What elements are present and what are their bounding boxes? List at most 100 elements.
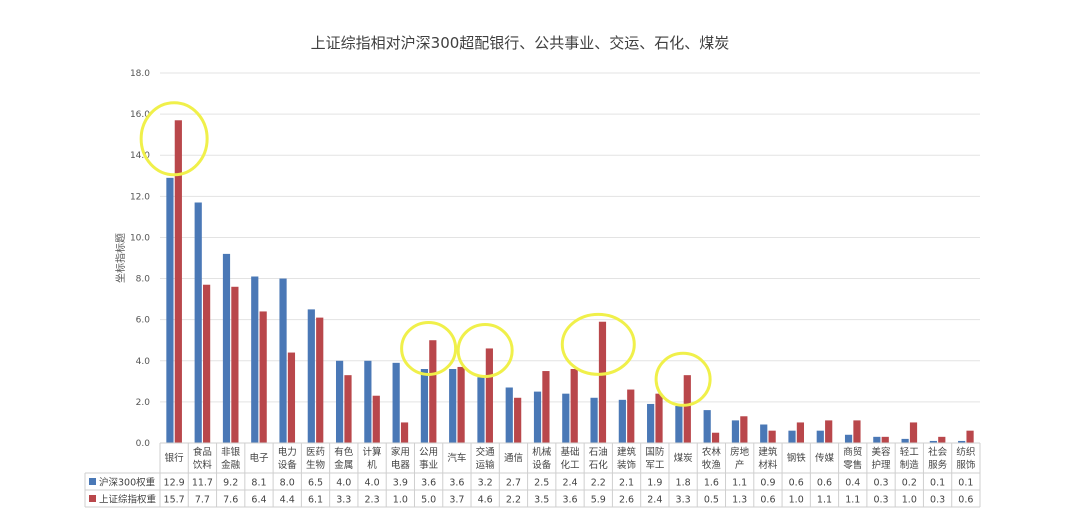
bar [881, 436, 889, 443]
highlight-circles [139, 101, 712, 407]
bar [825, 420, 833, 443]
data-label: 0.5 [704, 495, 719, 506]
bar [457, 366, 465, 443]
bar [816, 430, 824, 443]
data-label: 3.5 [534, 495, 549, 506]
bar [174, 120, 182, 444]
data-label: 0.6 [817, 478, 832, 489]
category-label: 社会 [928, 446, 948, 458]
category-label: 计算 [363, 446, 382, 458]
bar [958, 440, 966, 443]
bar [449, 369, 457, 443]
category-label: 机械 [532, 446, 552, 458]
legend-label: 沪深300权重 [99, 477, 156, 489]
data-label: 2.5 [534, 478, 549, 489]
data-label: 7.6 [223, 495, 238, 506]
bar [364, 360, 372, 443]
data-label: 4.4 [280, 495, 295, 506]
data-label: 12.9 [164, 478, 185, 489]
data-label: 2.6 [619, 495, 634, 506]
data-label: 2.4 [562, 478, 577, 489]
data-label: 4.6 [478, 495, 493, 506]
category-label: 事业 [419, 459, 438, 471]
category-label: 美容 [872, 446, 892, 458]
highlight-circle [139, 101, 209, 177]
data-label: 3.7 [449, 495, 464, 506]
data-label: 3.6 [562, 495, 577, 506]
bar [873, 436, 881, 443]
bar [598, 321, 607, 443]
data-label: 4.0 [365, 478, 380, 489]
legend-swatch [89, 495, 96, 502]
category-label: 产 [735, 459, 745, 471]
data-label: 1.1 [845, 495, 860, 506]
data-label: 1.1 [817, 495, 832, 506]
category-label: 国防 [645, 446, 665, 458]
bar [505, 387, 513, 443]
highlight-circle [560, 312, 636, 376]
bar [287, 352, 296, 443]
highlight-circle [456, 323, 514, 378]
bar [166, 177, 174, 444]
data-label: 4.0 [336, 478, 351, 489]
category-label: 护理 [872, 459, 892, 471]
bar [590, 397, 598, 443]
bar [675, 406, 683, 443]
bar [796, 422, 805, 443]
bar [429, 340, 437, 443]
data-label: 0.3 [873, 495, 888, 506]
category-label: 设备 [532, 459, 552, 471]
category-label: 基础 [560, 446, 579, 458]
data-label: 3.6 [449, 478, 464, 489]
bar [562, 393, 570, 443]
category-label: 化工 [560, 459, 580, 471]
y-tick-label: 2.0 [136, 398, 151, 408]
category-label: 服饰 [956, 459, 975, 471]
data-label: 15.7 [164, 495, 185, 506]
bar [307, 309, 315, 443]
bar [477, 377, 485, 443]
category-label: 电子 [249, 452, 269, 464]
y-tick-labels: 0.0 2.0 4.0 6.0 8.0 10.0 12.0 14.0 16.0 18.0 [130, 69, 150, 449]
bar [901, 438, 909, 443]
bar [570, 369, 578, 443]
bar [231, 286, 239, 443]
data-label: 0.3 [873, 478, 888, 489]
bar [655, 393, 663, 443]
y-tick-label: 12.0 [130, 192, 150, 202]
legend-label: 上证综指权重 [99, 494, 157, 506]
data-label: 6.1 [308, 495, 323, 506]
bar [731, 420, 740, 443]
data-label: 2.4 [647, 495, 662, 506]
y-tick-label: 18.0 [130, 69, 150, 79]
category-label: 食品 [193, 446, 212, 458]
category-label: 零售 [843, 459, 862, 471]
data-label: 7.7 [195, 495, 210, 506]
data-label: 2.2 [591, 478, 606, 489]
category-label: 饮料 [193, 459, 213, 471]
category-label: 建筑 [617, 446, 637, 458]
bar [853, 420, 861, 443]
bar [259, 311, 267, 443]
bar [711, 432, 720, 443]
category-label: 传媒 [815, 452, 835, 464]
category-label: 家用 [391, 446, 410, 458]
category-label: 煤炭 [674, 452, 694, 464]
category-label: 通信 [504, 452, 523, 464]
bar [788, 430, 796, 443]
y-tick-label: 0.0 [136, 439, 151, 449]
bar [533, 391, 542, 443]
bar [203, 284, 211, 443]
highlight-circle [654, 351, 712, 407]
bar [627, 389, 635, 443]
category-label: 非银 [221, 446, 241, 458]
data-label: 1.6 [704, 478, 719, 489]
bar [392, 362, 400, 443]
category-label: 生物 [306, 459, 326, 471]
category-label: 房地 [730, 446, 750, 458]
bar [222, 253, 231, 443]
category-label: 金融 [221, 459, 241, 471]
data-label: 0.6 [958, 495, 973, 506]
category-label: 建筑 [758, 446, 778, 458]
bar [618, 399, 626, 443]
